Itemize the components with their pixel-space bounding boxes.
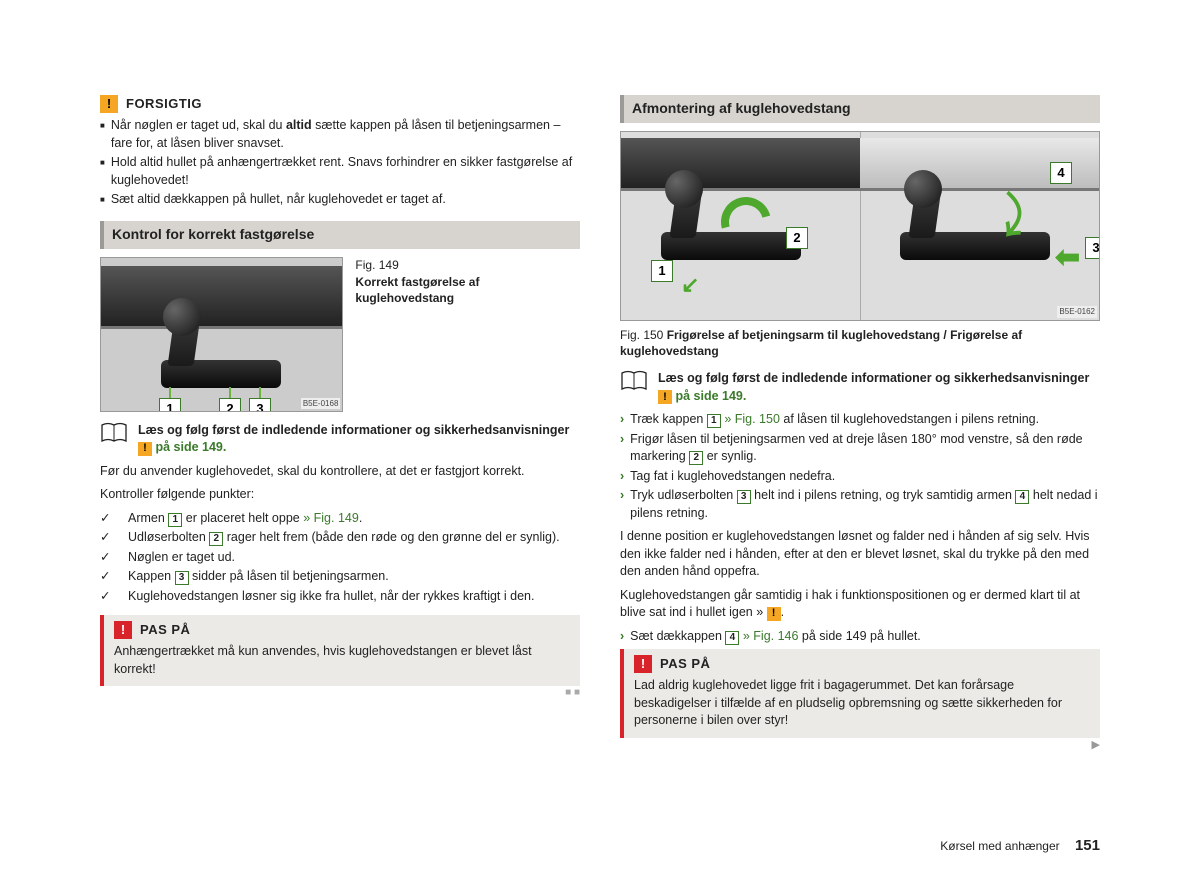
bullet-text: Hold altid hullet på anhængertrækket ren… <box>111 154 580 189</box>
figure-number: Fig. 149 <box>355 257 580 274</box>
paragraph: Før du anvender kuglehovedet, skal du ko… <box>100 463 580 481</box>
chevron-icon: › <box>620 628 624 646</box>
danger-icon: ! <box>114 621 132 639</box>
read-first-text: Læs og følg først de indledende informat… <box>658 370 1100 405</box>
warning-icon: ! <box>100 95 118 113</box>
image-code: B5E-0162 <box>1057 306 1097 317</box>
step-list: ›Træk kappen 1 » Fig. 150 af låsen til k… <box>620 411 1100 522</box>
section-end-marker: ■ ■ <box>100 686 580 700</box>
bullet-item: ■ Sæt altid dækkappen på hullet, når kug… <box>100 191 580 209</box>
read-first-note: Læs og følg først de indledende informat… <box>620 370 1100 405</box>
forsigtig-heading: ! FORSIGTIG <box>100 95 580 113</box>
read-first-note: Læs og følg først de indledende informat… <box>100 422 580 457</box>
check-icon: ✓ <box>100 568 114 586</box>
continue-marker: ▶ <box>620 738 1100 753</box>
chevron-icon: › <box>620 487 624 522</box>
checklist: ✓Armen 1 er placeret helt oppe » Fig. 14… <box>100 510 580 606</box>
step-list: ›Sæt dækkappen 4 » Fig. 146 på side 149 … <box>620 628 1100 646</box>
warning-icon: ! <box>767 607 781 621</box>
check-icon: ✓ <box>100 529 114 547</box>
figure-150-caption: Fig. 150 Frigørelse af betjeningsarm til… <box>620 327 1100 361</box>
paragraph: Kuglehovedstangen går samtidig i hak i f… <box>620 587 1100 622</box>
alert-body: Anhængertrækket må kun anvendes, hvis ku… <box>114 643 570 678</box>
check-item: ✓Kappen 3 sidder på låsen til betjenings… <box>100 568 580 586</box>
read-first-text: Læs og følg først de indledende informat… <box>138 422 580 457</box>
book-icon <box>620 370 648 392</box>
callout-3: 3 <box>1085 237 1100 259</box>
bullet-text: Sæt altid dækkappen på hullet, når kugle… <box>111 191 446 209</box>
chevron-icon: › <box>620 431 624 466</box>
warning-icon: ! <box>138 442 152 456</box>
callout-1: 1 <box>159 398 181 412</box>
right-column: Afmontering af kuglehovedstang 1 2 ↙ <box>620 95 1100 753</box>
section-heading: Afmontering af kuglehovedstang <box>620 95 1100 123</box>
bullet-item: ■ Hold altid hullet på anhængertrækket r… <box>100 154 580 189</box>
alert-heading: ! PAS PÅ <box>634 655 1090 673</box>
callout-2: 2 <box>786 227 808 249</box>
callout-1: 1 <box>651 260 673 282</box>
left-column: ! FORSIGTIG ■ Når nøglen er taget ud, sk… <box>100 95 580 753</box>
step-item: ›Tryk udløserbolten 3 helt ind i pilens … <box>620 487 1100 522</box>
bullet-marker: ■ <box>100 191 105 209</box>
figure-title: Korrekt fastgørelse af kuglehovedstang <box>355 275 479 306</box>
check-icon: ✓ <box>100 510 114 528</box>
warning-icon: ! <box>658 390 672 404</box>
paragraph: I denne position er kuglehovedstangen lø… <box>620 528 1100 581</box>
check-icon: ✓ <box>100 549 114 567</box>
alert-body: Lad aldrig kuglehovedet ligge frit i bag… <box>634 677 1090 730</box>
callout-3: 3 <box>249 398 271 412</box>
figure-149-wrap: 1 2 3 B5E-0168 Fig. 149 Korrekt fastgøre… <box>100 257 580 412</box>
section-heading: Kontrol for korrekt fastgørelse <box>100 221 580 249</box>
alert-heading: ! PAS PÅ <box>114 621 570 639</box>
chevron-icon: › <box>620 411 624 429</box>
image-code: B5E-0168 <box>301 398 341 409</box>
alert-title: PAS PÅ <box>140 621 190 639</box>
callout-2: 2 <box>219 398 241 412</box>
page-number: 151 <box>1075 837 1100 854</box>
figure-150-image: 1 2 ↙ ⤵ ⬅ 4 3 B5E-0162 <box>620 131 1100 321</box>
figure-149-caption: Fig. 149 Korrekt fastgørelse af kuglehov… <box>355 257 580 412</box>
alert-title: PAS PÅ <box>660 655 710 673</box>
page-columns: ! FORSIGTIG ■ Når nøglen er taget ud, sk… <box>100 95 1100 753</box>
chevron-icon: › <box>620 468 624 486</box>
forsigtig-bullets: ■ Når nøglen er taget ud, skal du altid … <box>100 117 580 209</box>
check-icon: ✓ <box>100 588 114 606</box>
book-icon <box>100 422 128 444</box>
pas-paa-alert: ! PAS PÅ Lad aldrig kuglehovedet ligge f… <box>620 649 1100 738</box>
step-item: ›Frigør låsen til betjeningsarmen ved at… <box>620 431 1100 466</box>
forsigtig-title: FORSIGTIG <box>126 95 202 113</box>
bullet-marker: ■ <box>100 154 105 189</box>
figure-149-image: 1 2 3 B5E-0168 <box>100 257 343 412</box>
check-item: ✓Udløserbolten 2 rager helt frem (både d… <box>100 529 580 547</box>
bullet-marker: ■ <box>100 117 105 152</box>
callout-4: 4 <box>1050 162 1072 184</box>
bullet-text: Når nøglen er taget ud, skal du altid sæ… <box>111 117 580 152</box>
pas-paa-alert: ! PAS PÅ Anhængertrækket må kun anvendes… <box>100 615 580 686</box>
check-item: ✓Nøglen er taget ud. <box>100 549 580 567</box>
danger-icon: ! <box>634 655 652 673</box>
page-footer: Kørsel med anhænger 151 <box>940 835 1100 856</box>
step-item: ›Tag fat i kuglehovedstangen nedefra. <box>620 468 1100 486</box>
bullet-item: ■ Når nøglen er taget ud, skal du altid … <box>100 117 580 152</box>
chapter-name: Kørsel med anhænger <box>940 839 1059 853</box>
step-item: ›Sæt dækkappen 4 » Fig. 146 på side 149 … <box>620 628 1100 646</box>
check-item: ✓Armen 1 er placeret helt oppe » Fig. 14… <box>100 510 580 528</box>
check-item: ✓Kuglehovedstangen løsner sig ikke fra h… <box>100 588 580 606</box>
paragraph: Kontroller følgende punkter: <box>100 486 580 504</box>
step-item: ›Træk kappen 1 » Fig. 150 af låsen til k… <box>620 411 1100 429</box>
